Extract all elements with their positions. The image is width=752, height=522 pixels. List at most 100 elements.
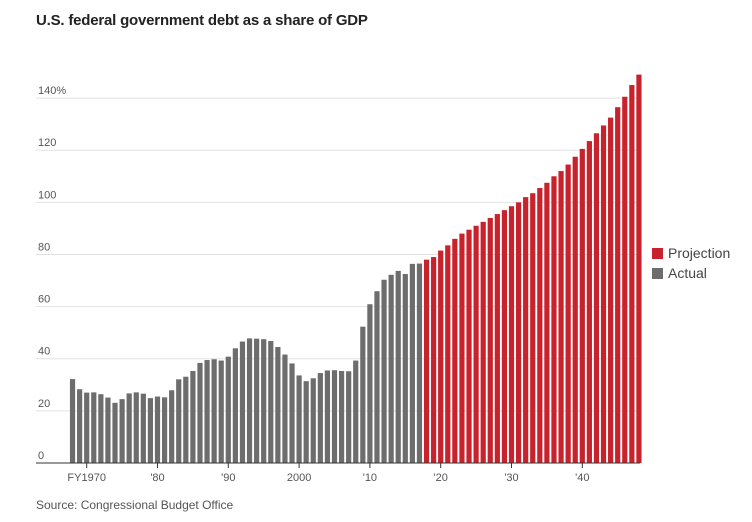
bar-projection-2040 (579, 148, 585, 463)
x-axis-ticks: FY1970 '80 '90 2000 '10 '20 '30 '40 (67, 463, 589, 484)
bar-actual-1993 (246, 338, 253, 463)
bar-projection-2025 (473, 225, 479, 463)
bar-projection-2035 (544, 182, 550, 463)
bar-actual-2005 (331, 370, 338, 463)
bar-actual-1987 (204, 360, 210, 463)
bar-actual-2008 (353, 360, 359, 463)
bar-actual-1989 (218, 360, 224, 463)
bar-actual-2004 (324, 370, 331, 463)
bar-actual-2001 (303, 381, 309, 463)
bar-projection-2018 (423, 259, 430, 463)
bar-actual-1995 (261, 339, 267, 463)
bar-actual-2006 (338, 370, 345, 463)
bar-projection-2024 (466, 229, 472, 463)
bar-projection-2028 (494, 214, 500, 463)
bar-actual-1977 (133, 392, 139, 463)
legend: Projection Actual (652, 243, 730, 283)
x-tick-label: '30 (504, 472, 518, 484)
bar-actual-1973 (105, 397, 111, 463)
y-axis-tick-labels: 0 20 40 60 80 100 120 140% (38, 85, 66, 462)
bar-actual-1991 (232, 348, 238, 463)
x-tick-label: FY1970 (67, 472, 106, 484)
bar-actual-1992 (239, 341, 246, 463)
bar-actual-2010 (367, 304, 373, 463)
bar-actual-1999 (289, 363, 295, 463)
bar-actual-2014 (395, 270, 401, 463)
bar-actual-2017 (416, 263, 423, 463)
bar-projection-2047 (629, 85, 635, 463)
bar-actual-1984 (183, 376, 189, 463)
bar-actual-1974 (112, 402, 118, 463)
bar-projection-2034 (537, 188, 543, 463)
bar-actual-1998 (282, 354, 288, 463)
x-tick-label: '90 (221, 472, 235, 484)
bar-actual-2013 (388, 274, 394, 463)
bar-projection-2044 (608, 117, 614, 464)
bar-projection-2046 (622, 96, 628, 463)
bar-actual-1978 (140, 393, 146, 463)
bar-projection-2048 (636, 74, 642, 464)
bar-projection-2036 (551, 176, 557, 463)
bar-projection-2023 (459, 233, 465, 463)
x-tick-label: '10 (363, 472, 377, 484)
bar-projection-2045 (615, 107, 621, 463)
bar-projection-2042 (593, 133, 600, 463)
legend-item-projection: Projection (652, 243, 730, 263)
bar-projection-2037 (558, 171, 564, 464)
bar-actual-2000 (296, 375, 302, 463)
bar-projection-2020 (438, 250, 444, 463)
bar-actual-1976 (126, 393, 132, 463)
bar-actual-1985 (190, 370, 196, 463)
bar-actual-1988 (211, 359, 217, 463)
bar-projection-2027 (487, 217, 493, 463)
bar-actual-2015 (402, 274, 408, 463)
y-tick-label: 20 (38, 398, 50, 410)
bar-actual-1970 (84, 392, 90, 463)
y-tick-label: 100 (38, 189, 56, 201)
bar-actual-1990 (225, 356, 231, 463)
bar-actual-2012 (381, 279, 387, 463)
bar-projection-2019 (431, 257, 437, 463)
bar-actual-2011 (374, 291, 380, 463)
bar-projection-2031 (515, 202, 522, 463)
bar-actual-2002 (310, 378, 316, 463)
bar-projection-2039 (572, 156, 578, 463)
bar-actual-1981 (161, 397, 168, 463)
bar-actual-1996 (268, 341, 274, 463)
bar-actual-1971 (91, 392, 97, 463)
bar-projection-2032 (523, 197, 529, 463)
bar-actual-1979 (147, 398, 154, 463)
x-tick-label: '80 (150, 472, 164, 484)
y-tick-label: 0 (38, 450, 44, 462)
legend-label-actual: Actual (668, 265, 707, 281)
bar-projection-2022 (452, 238, 458, 463)
y-tick-label: 120 (38, 137, 56, 149)
bar-actual-1968 (69, 379, 76, 463)
y-tick-label: 40 (38, 346, 50, 358)
bar-actual-1983 (176, 379, 182, 463)
bar-projection-2021 (445, 245, 451, 463)
legend-label-projection: Projection (668, 245, 731, 261)
bar-actual-1972 (98, 394, 104, 463)
bars (69, 74, 642, 464)
bar-actual-2007 (346, 371, 352, 463)
bar-actual-2009 (360, 326, 366, 463)
bar-projection-2041 (586, 141, 592, 463)
legend-swatch-actual (652, 267, 663, 279)
bar-actual-1975 (119, 399, 125, 463)
bar-actual-1997 (275, 347, 281, 463)
bar-projection-2033 (530, 193, 536, 463)
bar-actual-1969 (77, 389, 83, 463)
bar-actual-1986 (197, 362, 203, 463)
y-tick-label: 80 (38, 241, 50, 253)
chart-title: U.S. federal government debt as a share … (36, 12, 368, 29)
bar-actual-2003 (317, 373, 323, 463)
bar-actual-2016 (409, 263, 415, 463)
bar-projection-2030 (508, 206, 515, 464)
bar-projection-2043 (600, 125, 607, 463)
y-tick-label: 60 (38, 294, 50, 306)
bar-actual-1980 (154, 396, 161, 463)
y-tick-label: 140% (38, 85, 66, 97)
source-note: Source: Congressional Budget Office (36, 498, 234, 512)
